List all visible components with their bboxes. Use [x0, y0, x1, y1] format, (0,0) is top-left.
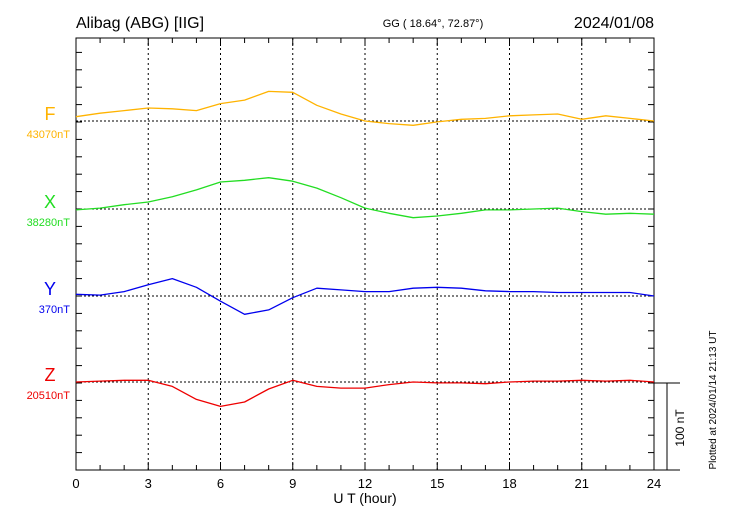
- component-label-Y: Y: [44, 279, 56, 299]
- component-label-Z: Z: [45, 365, 56, 385]
- trace-Y: [75, 277, 655, 315]
- component-label-X: X: [44, 192, 56, 212]
- trace-X: [75, 177, 655, 219]
- x-tick-label: 6: [217, 476, 224, 491]
- x-tick-label: 21: [575, 476, 589, 491]
- scale-bar-label: 100 nT: [673, 409, 687, 447]
- baseline-value-Y: 370nT: [39, 304, 70, 316]
- trace-F: [75, 90, 655, 126]
- coordinates: GG ( 18.64°, 72.87°): [383, 18, 484, 30]
- component-label-F: F: [45, 104, 56, 124]
- x-tick-label: 15: [430, 476, 444, 491]
- x-axis-label: U T (hour): [333, 490, 396, 506]
- x-tick-label: 18: [502, 476, 516, 491]
- date: 2024/01/08: [574, 15, 654, 32]
- station-title: Alibag (ABG) [IIG]: [76, 15, 204, 32]
- trace-Z: [75, 379, 655, 408]
- x-tick-label: 0: [72, 476, 79, 491]
- x-tick-label: 3: [145, 476, 152, 491]
- scale-bar: 100 nT: [654, 382, 687, 471]
- x-tick-label: 9: [289, 476, 296, 491]
- x-tick-label: 12: [358, 476, 372, 491]
- baseline-value-X: 38280nT: [27, 217, 71, 229]
- x-tick-label: 24: [647, 476, 661, 491]
- baseline-value-Z: 20510nT: [27, 390, 71, 402]
- plotted-timestamp: Plotted at 2024/01/14 21:13 UT: [708, 331, 719, 470]
- baseline-value-F: 43070nT: [27, 129, 71, 141]
